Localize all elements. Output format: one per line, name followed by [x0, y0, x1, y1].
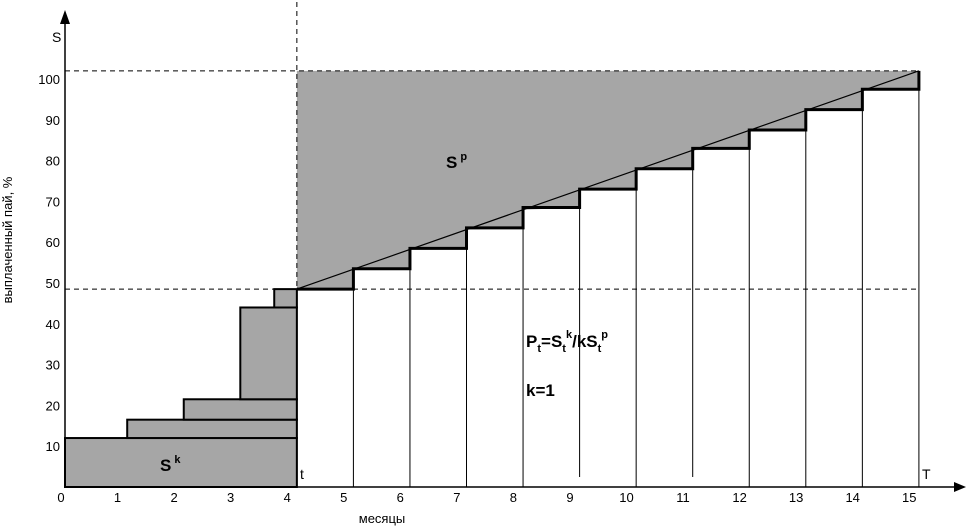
- step-shaded-area: [805, 89, 863, 111]
- sp-label-sup: p: [460, 151, 467, 163]
- k-label: k=1: [526, 381, 555, 400]
- step-shaded-area: [579, 168, 637, 190]
- step-shaded-area: [353, 248, 410, 270]
- x-tick-label: 6: [397, 490, 404, 505]
- formula-s-sub-2: t: [598, 343, 602, 355]
- sk-bar: [182, 398, 298, 421]
- sp-label-base: S: [446, 153, 457, 172]
- x-tick-labels: 0 1 2 3 4 5 6 7 8 9 10 11 12 13 14 15: [57, 490, 916, 505]
- step-shaded-area: [466, 207, 524, 230]
- y-tick-label: 60: [46, 235, 60, 250]
- step-shaded-area: [409, 227, 467, 250]
- x-tick-label: 1: [114, 490, 121, 505]
- step-shaded-area: [523, 189, 580, 210]
- diagram-shapes: [60, 2, 966, 492]
- formula-eq-s: =S: [541, 332, 562, 351]
- x-tick-label: 13: [789, 490, 803, 505]
- step-shaded-area: [296, 268, 354, 290]
- y-tick-label: 40: [46, 317, 60, 332]
- sk-bar: [273, 288, 298, 309]
- y-tick-label: 90: [46, 113, 60, 128]
- y-tick-label: 50: [46, 276, 60, 291]
- x-tick-label: 5: [340, 490, 347, 505]
- y-tick-labels: 10 20 30 40 50 60 70 80 90 100: [38, 72, 60, 454]
- x-axis-title: месяцы: [359, 511, 406, 526]
- x-end-letter-T: T: [922, 466, 931, 482]
- sk-bar: [126, 418, 298, 440]
- formula-s-sup-2: p: [601, 329, 608, 341]
- x-tick-label: 0: [57, 490, 64, 505]
- x-tick-label: 7: [453, 490, 460, 505]
- sk-bar: [64, 437, 298, 489]
- y-axis-arrow: [60, 10, 70, 24]
- formula-s-sub-1: t: [562, 343, 566, 355]
- sk-label-base: S: [160, 456, 171, 475]
- x-tick-label: 14: [845, 490, 859, 505]
- share-staircase: [296, 70, 921, 291]
- step-shaded-area: [692, 130, 750, 151]
- x-tick-label: 11: [676, 490, 690, 505]
- x-tick-label: 15: [902, 490, 916, 505]
- x-axis-arrow: [954, 482, 966, 492]
- linear-share-line: [296, 70, 920, 290]
- y-tick-label: 30: [46, 358, 60, 373]
- y-tick-label: 70: [46, 194, 60, 209]
- x-tick-label: 3: [227, 490, 234, 505]
- formula-p-sub: t: [537, 343, 541, 355]
- t-marker: t: [300, 466, 304, 482]
- sk-label-sup: k: [174, 454, 181, 466]
- y-tick-label: 10: [46, 439, 60, 454]
- step-shaded-area: [749, 109, 806, 131]
- step-shaded-area: [636, 148, 693, 171]
- formula-p: P: [526, 332, 537, 351]
- y-tick-label: 100: [38, 72, 60, 87]
- sk-bar: [239, 306, 298, 401]
- x-tick-label: 8: [510, 490, 517, 505]
- formula-mid: /kS: [572, 332, 598, 351]
- y-axis-letter: S: [52, 29, 61, 45]
- x-tick-label: 12: [732, 490, 746, 505]
- y-tick-label: 20: [46, 398, 60, 413]
- x-tick-label: 2: [170, 490, 177, 505]
- x-tick-label: 9: [566, 490, 573, 505]
- x-tick-label: 10: [619, 490, 633, 505]
- x-tick-label: 4: [284, 490, 291, 505]
- y-tick-label: 80: [46, 154, 60, 169]
- y-axis-title: выплаченный пай, %: [0, 176, 15, 303]
- formula: Pt=Stk/kStp: [526, 329, 608, 355]
- formula-s-sup-1: k: [566, 329, 573, 341]
